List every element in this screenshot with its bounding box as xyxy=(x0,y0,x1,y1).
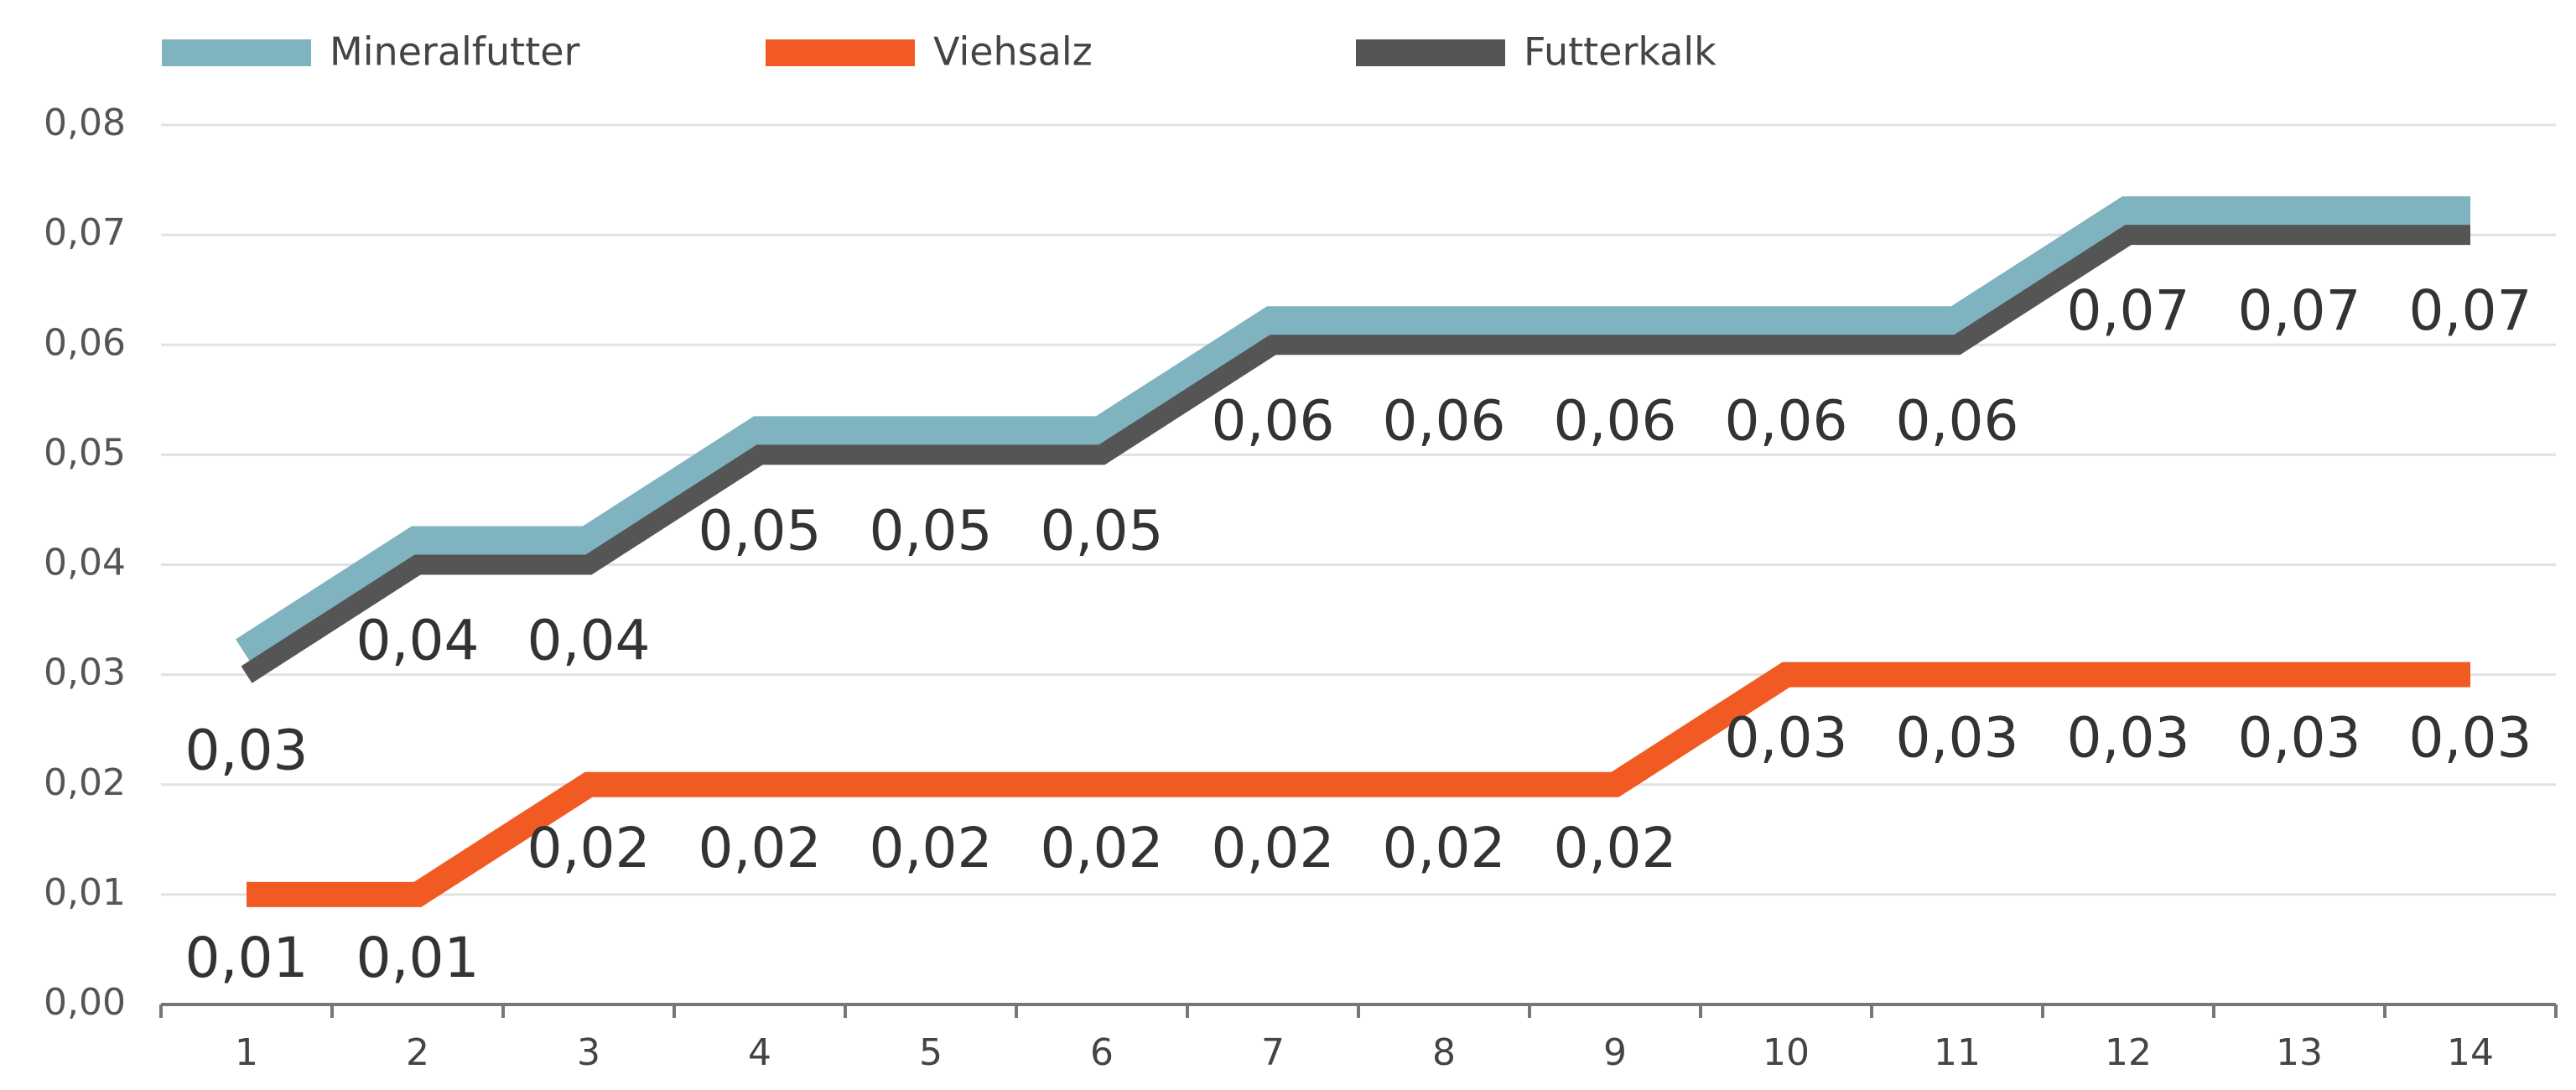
data-label: 0,01 xyxy=(356,926,480,990)
x-tick-label: 14 xyxy=(2447,1031,2494,1074)
data-label: 0,03 xyxy=(1725,706,1848,771)
y-tick-label: 0,00 xyxy=(44,981,126,1024)
data-label: 0,01 xyxy=(185,926,309,990)
legend-label: Mineralfutter xyxy=(330,29,580,75)
data-label: 0,03 xyxy=(2067,706,2190,771)
data-label: 0,02 xyxy=(870,816,993,880)
legend-label: Futterkalk xyxy=(1524,29,1716,75)
x-tick-label: 2 xyxy=(406,1031,429,1074)
data-label: 0,04 xyxy=(356,609,480,673)
data-label: 0,07 xyxy=(2409,278,2532,343)
series-line xyxy=(247,662,2470,907)
data-label: 0,05 xyxy=(1041,498,1164,563)
x-tick-label: 5 xyxy=(919,1031,943,1074)
data-label: 0,03 xyxy=(185,719,309,783)
data-label: 0,02 xyxy=(527,816,651,880)
data-label: 0,06 xyxy=(1383,388,1506,453)
legend-swatch xyxy=(162,39,311,66)
data-label: 0,03 xyxy=(1896,706,2019,771)
x-tick-label: 3 xyxy=(577,1031,600,1074)
data-label: 0,02 xyxy=(1041,816,1164,880)
legend-label: Viehsalz xyxy=(933,29,1093,75)
data-label: 0,05 xyxy=(870,498,993,563)
data-label: 0,02 xyxy=(1383,816,1506,880)
data-label: 0,07 xyxy=(2238,278,2361,343)
x-tick-label: 8 xyxy=(1432,1031,1456,1074)
data-label: 0,06 xyxy=(1896,388,2019,453)
data-label: 0,02 xyxy=(1212,816,1335,880)
y-tick-label: 0,08 xyxy=(44,101,126,144)
y-tick-label: 0,01 xyxy=(44,871,126,914)
data-label: 0,02 xyxy=(699,816,822,880)
data-label: 0,03 xyxy=(2409,706,2532,771)
legend-swatch xyxy=(766,39,915,66)
x-tick-label: 7 xyxy=(1261,1031,1285,1074)
legend-swatch xyxy=(1356,39,1505,66)
data-label: 0,03 xyxy=(2238,706,2361,771)
x-tick-label: 4 xyxy=(748,1031,771,1074)
data-label: 0,06 xyxy=(1212,388,1335,453)
x-tick-label: 12 xyxy=(2105,1031,2152,1074)
data-label: 0,06 xyxy=(1554,388,1677,453)
data-label: 0,07 xyxy=(2067,278,2190,343)
data-label: 0,04 xyxy=(527,609,651,673)
data-label: 0,02 xyxy=(1554,816,1677,880)
x-tick-label: 1 xyxy=(235,1031,258,1074)
x-tick-label: 6 xyxy=(1090,1031,1114,1074)
y-tick-label: 0,06 xyxy=(44,321,126,364)
x-tick-label: 13 xyxy=(2276,1031,2323,1074)
x-tick-label: 9 xyxy=(1603,1031,1627,1074)
y-tick-label: 0,07 xyxy=(44,211,126,254)
series-line xyxy=(241,225,2470,683)
y-tick-label: 0,05 xyxy=(44,431,126,474)
data-label: 0,05 xyxy=(699,498,822,563)
x-tick-label: 10 xyxy=(1763,1031,1810,1074)
y-tick-label: 0,04 xyxy=(44,542,126,584)
y-tick-label: 0,02 xyxy=(44,761,126,804)
series-line xyxy=(236,196,2470,673)
data-label: 0,06 xyxy=(1725,388,1848,453)
y-tick-label: 0,03 xyxy=(44,651,126,694)
x-tick-label: 11 xyxy=(1934,1031,1981,1074)
